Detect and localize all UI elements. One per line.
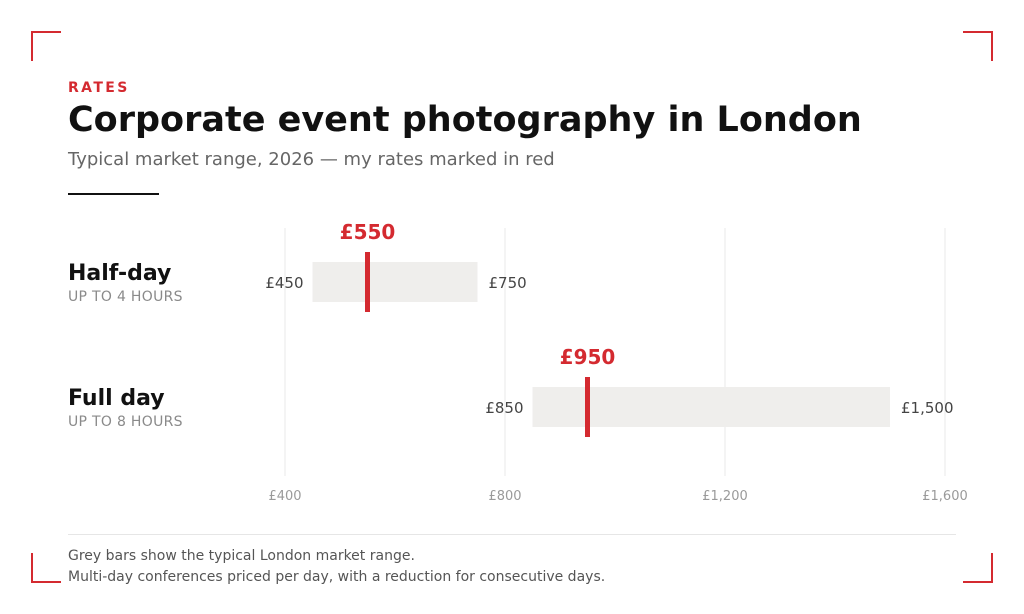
- eyebrow-label: RATES: [68, 80, 130, 96]
- footer-notes: Grey bars show the typical London market…: [68, 546, 605, 588]
- row-sublabel: UP TO 8 HOURS: [68, 414, 183, 430]
- range-max-label: £750: [489, 274, 527, 292]
- row-name: Full day: [68, 386, 165, 411]
- range-min-label: £850: [485, 399, 523, 417]
- corner-mark-top-left: [31, 31, 61, 61]
- my-rate-label: £550: [340, 220, 396, 244]
- page-subtitle: Typical market range, 2026 — my rates ma…: [68, 149, 555, 170]
- row-name: Half-day: [68, 261, 172, 286]
- x-tick-label: £1,600: [922, 489, 968, 504]
- my-rate-marker: [585, 377, 590, 437]
- market-range-bar: [532, 387, 890, 427]
- page-title: Corporate event photography in London: [68, 100, 862, 140]
- corner-mark-top-right: [963, 31, 993, 61]
- range-min-label: £450: [265, 274, 303, 292]
- range-max-label: £1,500: [901, 399, 954, 417]
- x-tick-label: £1,200: [702, 489, 748, 504]
- footer-note-range: Grey bars show the typical London market…: [68, 548, 415, 564]
- footer-note-multiday: Multi-day conferences priced per day, wi…: [68, 569, 606, 585]
- row-label-half-day: Half-day UP TO 4 HOURS: [68, 261, 183, 305]
- market-range-bar: [312, 262, 478, 302]
- corner-mark-bottom-right: [963, 553, 993, 583]
- my-rate-marker: [365, 252, 370, 312]
- footer-divider: [68, 534, 956, 535]
- title-underline: [68, 193, 159, 195]
- x-tick-label: £800: [488, 489, 521, 504]
- row-label-full-day: Full day UP TO 8 HOURS: [68, 386, 183, 430]
- row-sublabel: UP TO 4 HOURS: [68, 289, 183, 305]
- x-tick-label: £400: [268, 489, 301, 504]
- corner-mark-bottom-left: [31, 553, 61, 583]
- my-rate-label: £950: [560, 345, 616, 369]
